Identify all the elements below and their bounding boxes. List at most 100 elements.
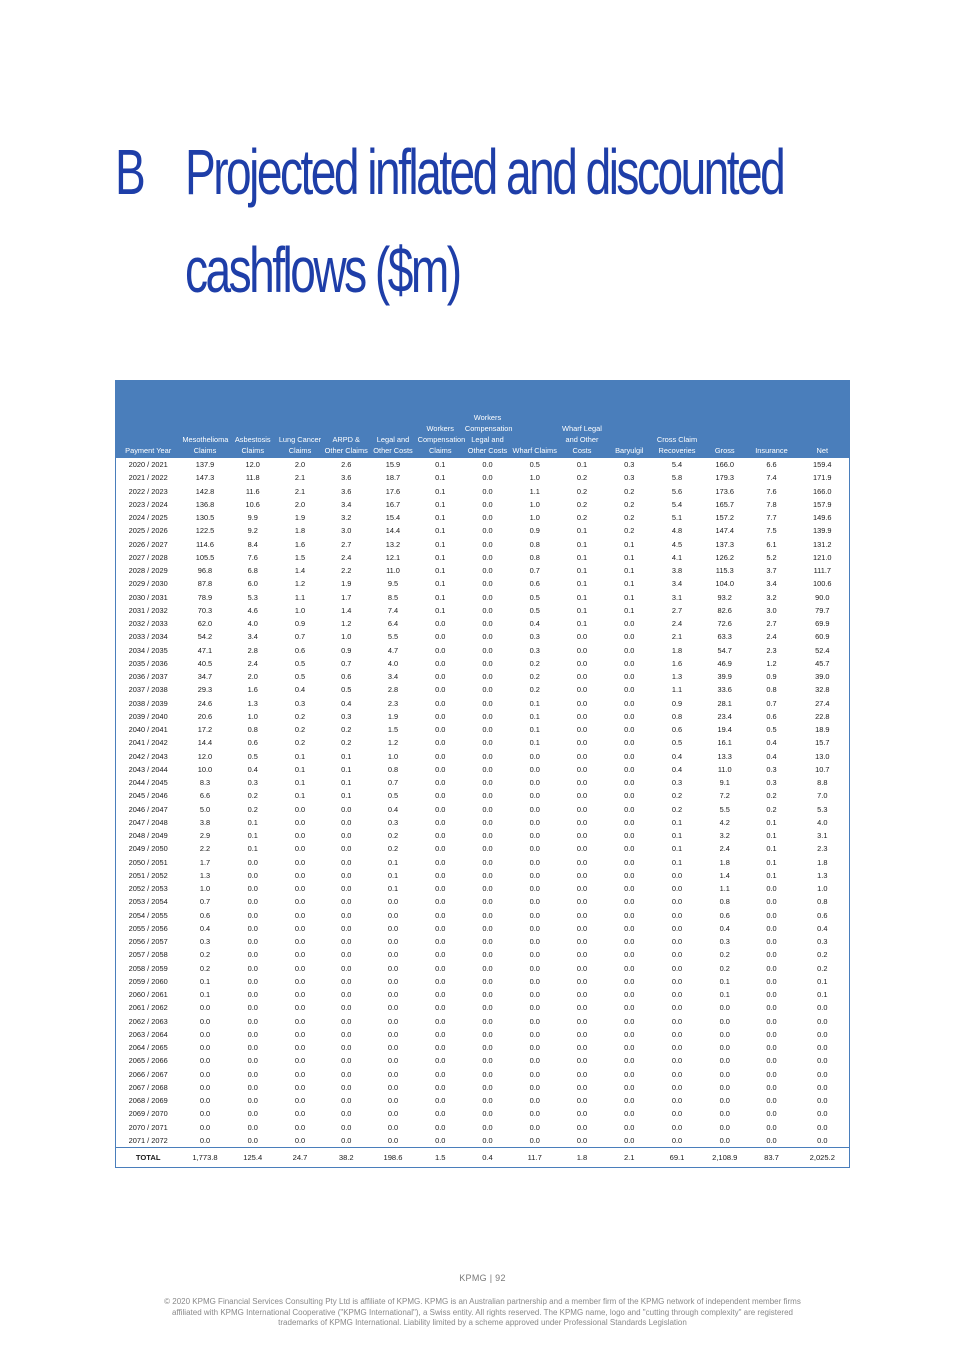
value-cell: 13.0 [815,751,830,761]
value-cell: 27.4 [815,698,830,708]
value-cell: 0.0 [294,1056,306,1066]
value-cell: 7.8 [766,499,777,509]
payment-year-cell: 2036 / 2037 [128,672,168,681]
column-header: Wharf Claims [511,380,559,458]
value-cell: 0.0 [387,1122,399,1132]
value-cell: 3.4 [341,499,352,509]
value-cell: 0.0 [624,1069,635,1079]
value-cell: 0.0 [435,1082,446,1092]
value-cell: 0.0 [719,1096,730,1105]
value-cell: 1.9 [294,513,306,522]
value-cell: 0.1 [624,566,635,575]
value-cell: 0.1 [435,526,446,536]
table-row: 2071 / 2072 0.0 0.0 0.0 0.0 0.0 0.0 0.0 0.0 0.0 0.… [115,1134,850,1148]
value-cell: 0.0 [435,857,446,867]
value-cell: 12.1 [385,552,401,562]
value-cell: 0.5 [247,751,258,761]
value-cell: 0.1 [294,751,306,761]
value-cell: 0.2 [529,685,540,695]
table-row: 2064 / 2065 0.0 0.0 0.0 0.0 0.0 0.0 0.0 0.0 0.0 0.… [115,1041,850,1054]
value-cell: 0.2 [576,513,588,522]
value-cell: 4.8 [671,526,683,536]
value-cell: 78.9 [197,592,213,602]
value-cell: 0.0 [435,711,446,721]
value-cell: 0.2 [624,486,635,496]
value-cell: 0.0 [435,963,446,973]
value-cell: 0.0 [387,1082,399,1092]
value-cell: 0.1 [766,870,777,880]
payment-year-cell: 2033 / 2034 [128,632,168,642]
value-cell: 1.8 [671,645,683,655]
value-cell: 4.0 [387,658,399,668]
value-cell: 1.0 [294,605,306,615]
value-cell: 5.4 [671,460,683,469]
value-cell: 0.3 [294,698,306,708]
value-cell: 15.4 [385,513,401,522]
payment-year-cell: 2065 / 2066 [128,1056,168,1066]
table-row: 2021 / 2022 147.3 11.8 2.1 3.6 18.7 0.1 0.0 1.0 0… [115,471,850,484]
value-cell: 0.4 [199,923,211,933]
value-cell: 0.1 [199,976,211,986]
value-cell: 0.0 [341,923,352,933]
value-cell: 0.3 [341,711,352,721]
value-cell: 0.5 [766,725,777,734]
value-cell: 3.1 [671,592,683,602]
value-cell: 0.9 [766,672,777,681]
value-cell: 0.3 [766,764,777,774]
value-cell: 1.4 [294,566,306,575]
value-cell: 7.2 [719,791,730,801]
value-cell: 0.0 [529,804,540,814]
value-cell: 2.6 [341,460,352,469]
value-cell: 0.0 [294,1069,306,1079]
value-cell: 0.0 [624,778,635,787]
payment-year-cell: 2055 / 2056 [128,923,168,933]
value-cell: 0.0 [766,1069,777,1079]
value-cell: 0.6 [199,910,211,920]
payment-year-cell: 2068 / 2069 [128,1096,168,1105]
value-cell: 0.1 [435,486,446,496]
value-cell: 0.0 [199,1135,211,1145]
value-cell: 0.1 [817,990,828,999]
value-cell: 0.0 [576,1109,588,1119]
value-cell: 0.0 [294,910,306,920]
value-cell: 0.0 [247,1016,258,1026]
value-cell: 0.0 [199,1016,211,1026]
value-cell: 9.5 [387,579,399,589]
value-cell: 0.0 [576,672,588,681]
value-cell: 0.0 [294,1003,306,1013]
value-cell: 0.0 [435,1043,446,1052]
value-cell: 0.0 [624,1096,635,1105]
value-cell: 0.2 [294,711,306,721]
value-cell: 6.6 [766,460,777,469]
value-cell: 0.0 [199,1003,211,1013]
value-cell: 0.2 [199,950,211,960]
value-cell: 0.0 [529,857,540,867]
value-cell: 0.0 [529,937,540,946]
column-header: Net [794,380,850,458]
value-cell: 0.9 [529,526,540,536]
value-cell: 0.1 [624,592,635,602]
value-cell: 0.0 [624,897,635,907]
value-cell: 0.6 [766,711,777,721]
value-cell: 0.0 [576,658,588,668]
table-row: 2051 / 2052 1.3 0.0 0.0 0.0 0.1 0.0 0.0 0.0 0.0 0.… [115,869,850,882]
value-cell: 0.5 [387,791,399,801]
value-cell: 0.0 [482,698,493,708]
value-cell: 0.0 [671,1122,683,1132]
value-cell: 0.0 [529,1016,540,1026]
value-cell: 0.0 [435,778,446,787]
value-cell: 0.0 [624,1016,635,1026]
value-cell: 11.0 [717,764,732,774]
payment-year-cell: 2061 / 2062 [128,1003,168,1013]
value-cell: 0.5 [671,738,683,748]
value-cell: 0.0 [435,738,446,748]
value-cell: 0.0 [482,990,493,999]
payment-year-cell: 2059 / 2060 [128,976,168,986]
value-cell: 0.0 [482,526,493,536]
payment-year-cell: 2027 / 2028 [128,552,168,562]
value-cell: 0.0 [482,976,493,986]
value-cell: 0.4 [294,685,306,695]
value-cell: 1.0 [199,884,211,893]
value-cell: 0.0 [576,950,588,960]
table-row: 2022 / 2023 142.8 11.6 2.1 3.6 17.6 0.1 0.0 1.1 0… [115,485,850,498]
